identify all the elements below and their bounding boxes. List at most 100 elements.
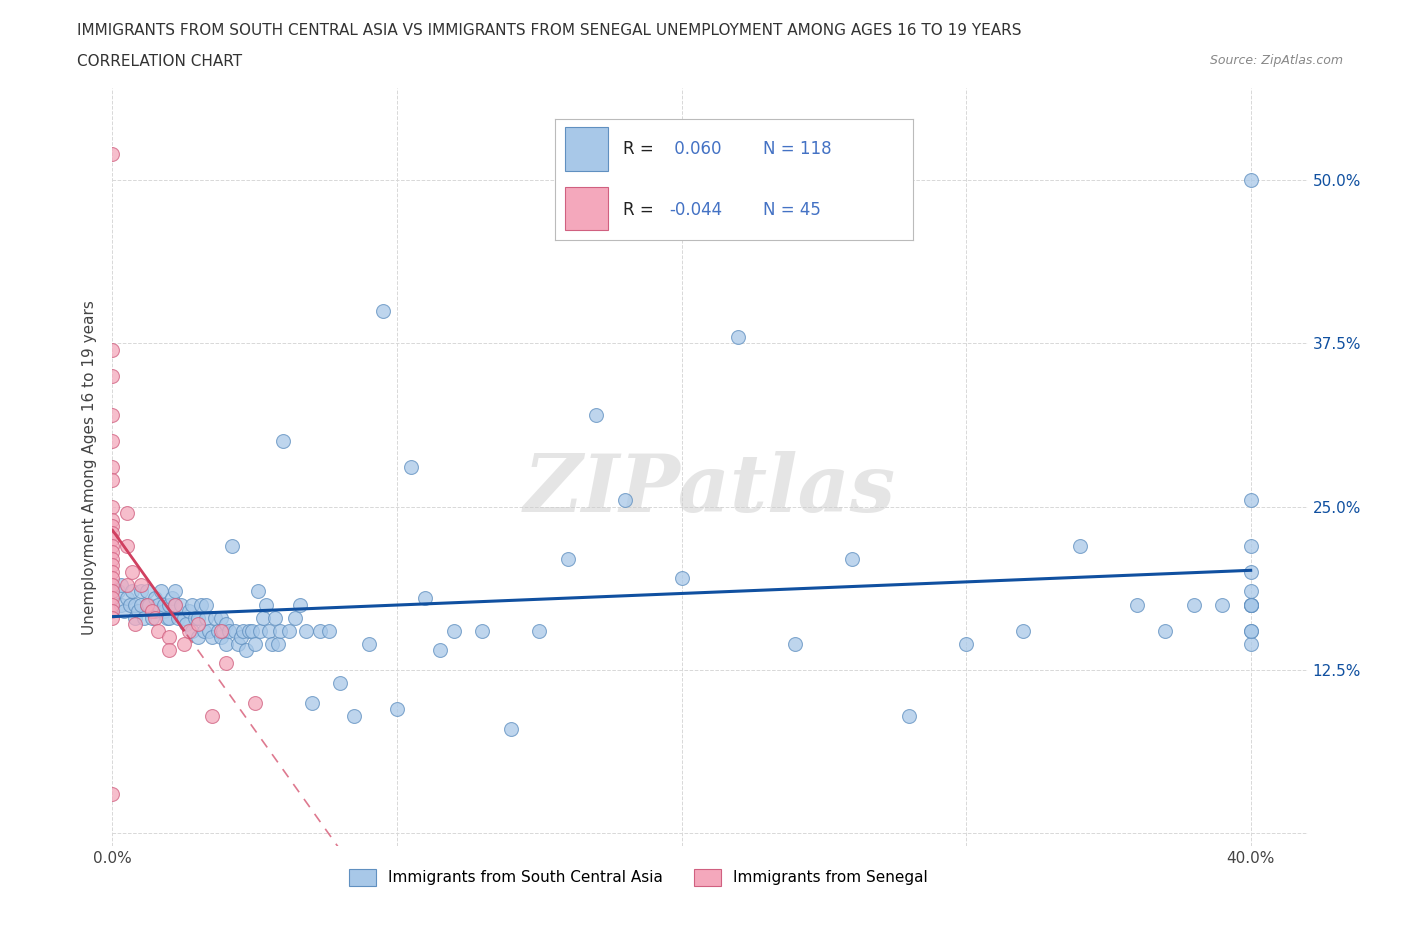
Point [243, 636, 266, 651]
Point [157, 610, 180, 625]
Point [101, 787, 124, 802]
Point [1126, 597, 1149, 612]
Point [101, 368, 124, 383]
Point [129, 578, 152, 592]
Point [727, 329, 749, 344]
Text: IMMIGRANTS FROM SOUTH CENTRAL ASIA VS IMMIGRANTS FROM SENEGAL UNEMPLOYMENT AMONG: IMMIGRANTS FROM SOUTH CENTRAL ASIA VS IM… [77, 23, 1022, 38]
Point [785, 636, 807, 651]
Point [101, 407, 124, 422]
Point [284, 610, 307, 625]
Point [309, 623, 332, 638]
Point [215, 636, 238, 651]
Point [218, 623, 240, 638]
Point [201, 708, 224, 723]
Point [146, 597, 169, 612]
Point [229, 630, 252, 644]
Point [141, 604, 163, 618]
Point [263, 610, 285, 625]
Point [107, 584, 129, 599]
Point [121, 565, 143, 579]
Point [101, 610, 124, 625]
Point [101, 558, 124, 573]
Point [132, 610, 155, 625]
Point [129, 597, 152, 612]
Point [181, 597, 204, 612]
Point [1240, 623, 1263, 638]
Point [1240, 172, 1263, 187]
Point [101, 499, 124, 514]
Point [1154, 623, 1177, 638]
Point [215, 656, 238, 671]
Point [1240, 565, 1263, 579]
Point [110, 578, 132, 592]
Point [471, 623, 494, 638]
Point [1069, 538, 1091, 553]
Point [176, 617, 198, 631]
Point [173, 610, 195, 625]
Point [212, 623, 235, 638]
Point [269, 623, 291, 638]
Point [371, 303, 394, 318]
Point [157, 643, 180, 658]
Point [221, 538, 243, 553]
Point [841, 551, 863, 566]
Point [499, 722, 522, 737]
Point [101, 512, 124, 527]
Point [115, 591, 138, 605]
Point [135, 584, 157, 599]
Point [101, 433, 124, 448]
Point [162, 591, 183, 605]
Point [955, 636, 977, 651]
Point [207, 623, 229, 638]
Point [1240, 597, 1263, 612]
Point [204, 610, 226, 625]
Point [209, 610, 232, 625]
Text: Source: ZipAtlas.com: Source: ZipAtlas.com [1209, 54, 1343, 67]
Point [898, 708, 921, 723]
Point [115, 506, 138, 521]
Point [152, 604, 174, 618]
Point [143, 591, 166, 605]
Point [1240, 597, 1263, 612]
Point [343, 708, 366, 723]
Point [141, 610, 163, 625]
Point [1211, 597, 1233, 612]
Point [401, 460, 423, 474]
Point [357, 636, 380, 651]
Point [329, 675, 352, 690]
Point [195, 597, 218, 612]
Point [157, 630, 180, 644]
Point [129, 584, 152, 599]
Point [167, 610, 190, 625]
Point [257, 623, 280, 638]
Point [184, 610, 207, 625]
Point [135, 597, 157, 612]
Point [1012, 623, 1035, 638]
Point [173, 636, 195, 651]
Point [187, 610, 209, 625]
Point [124, 617, 146, 631]
Point [266, 636, 288, 651]
Point [179, 604, 201, 618]
Point [115, 538, 138, 553]
Point [101, 519, 124, 534]
Text: CORRELATION CHART: CORRELATION CHART [77, 54, 242, 69]
Point [385, 701, 408, 716]
Point [671, 571, 693, 586]
Point [101, 545, 124, 560]
Point [101, 532, 124, 547]
Point [179, 623, 201, 638]
Point [290, 597, 312, 612]
Point [1240, 493, 1263, 508]
Text: ZIPatlas: ZIPatlas [524, 451, 896, 529]
Point [118, 597, 141, 612]
Point [195, 610, 218, 625]
Point [101, 591, 124, 605]
Point [1182, 597, 1205, 612]
Point [235, 643, 257, 658]
Point [101, 597, 124, 612]
Point [165, 584, 187, 599]
Point [1240, 636, 1263, 651]
Point [165, 597, 187, 612]
Point [1240, 538, 1263, 553]
